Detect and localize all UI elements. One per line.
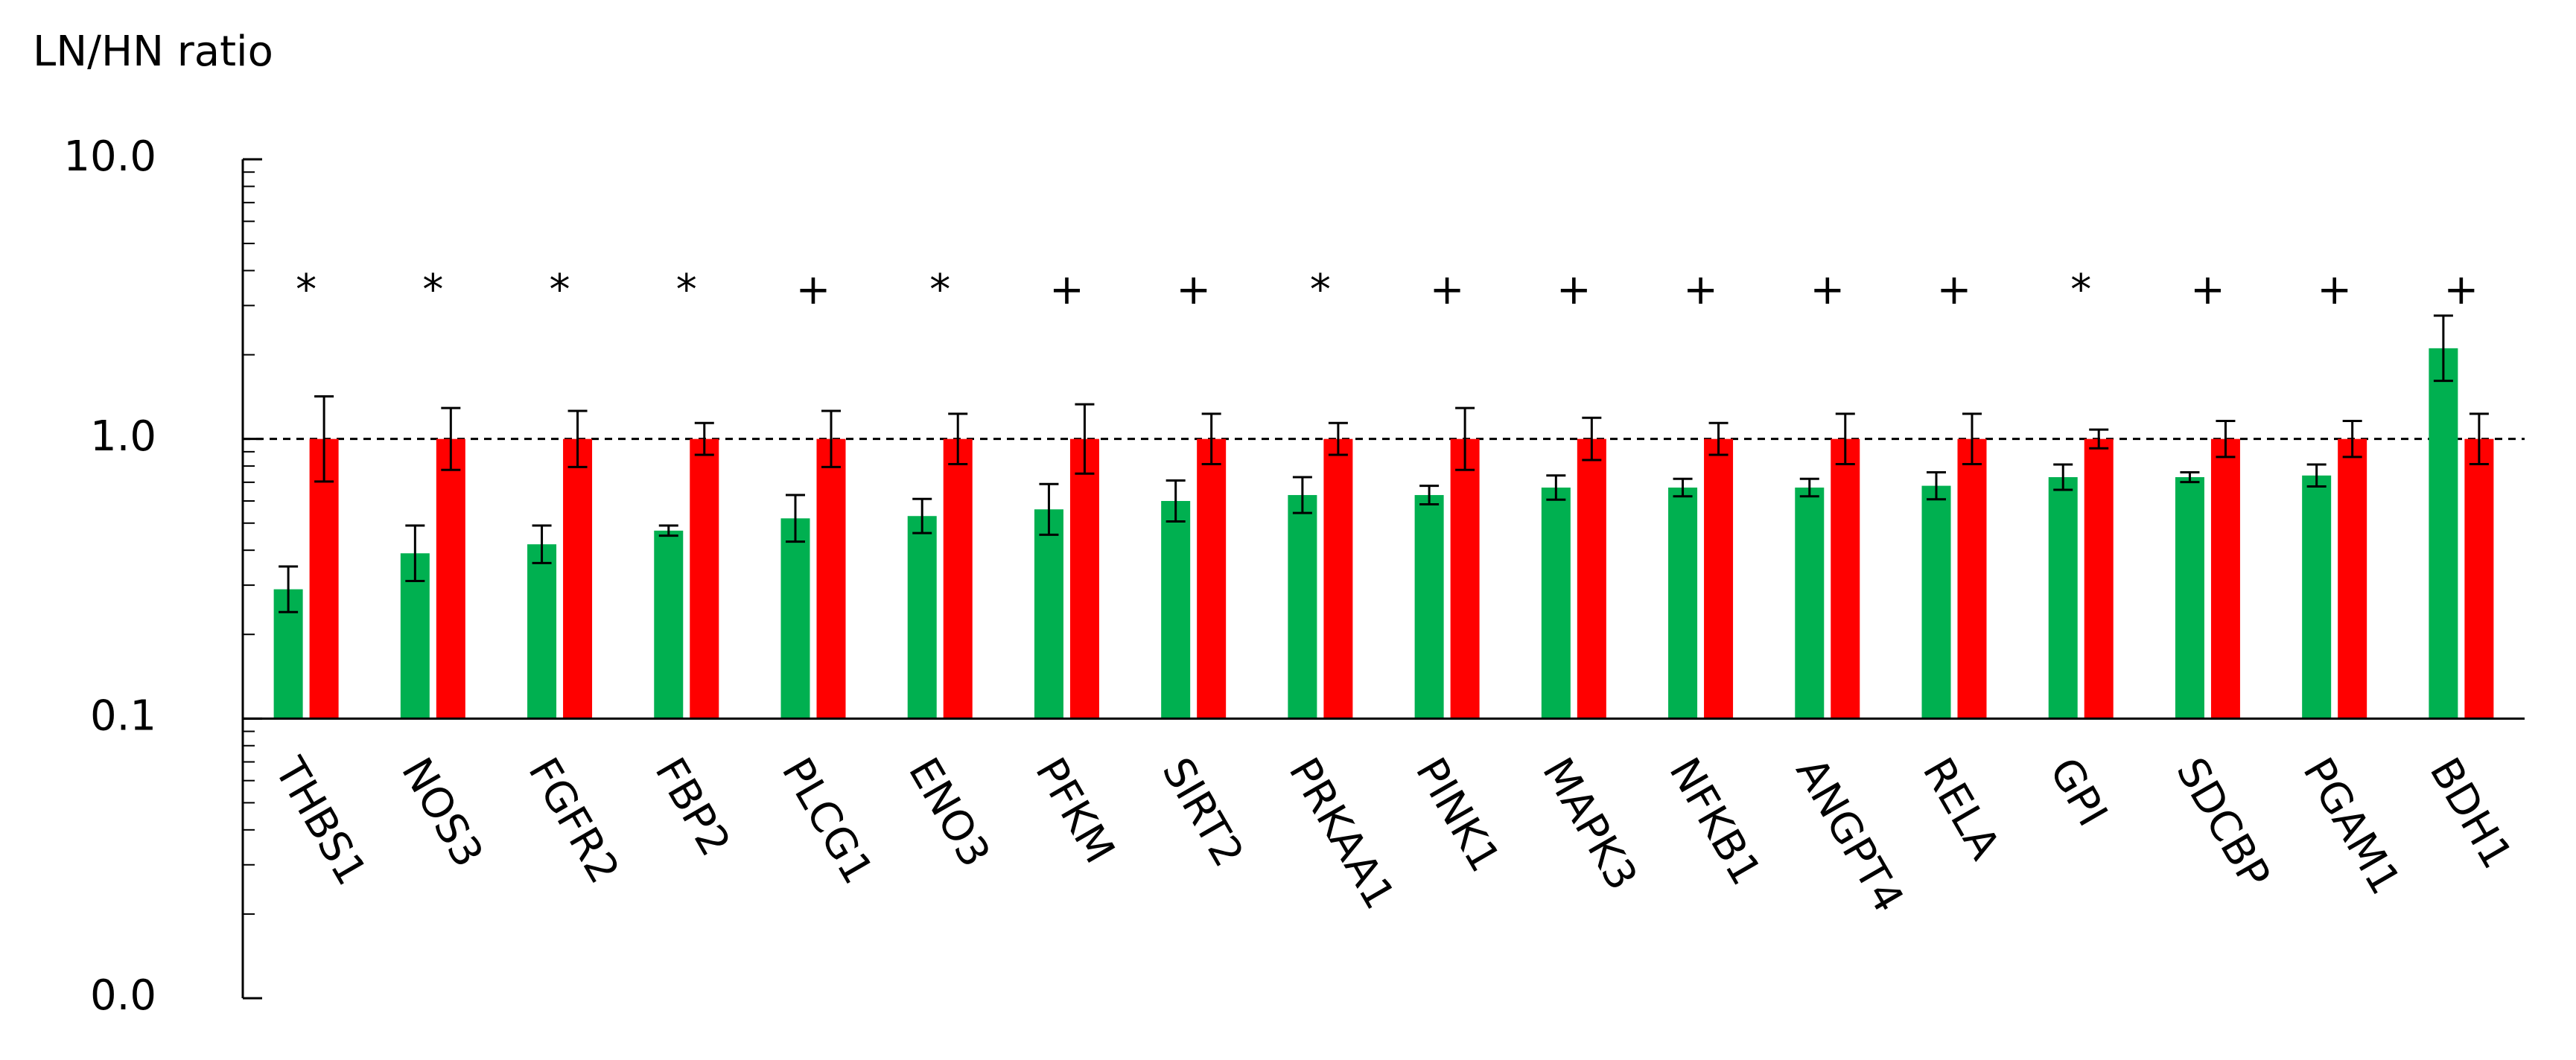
bar bbox=[654, 530, 684, 719]
bar bbox=[1414, 495, 1444, 719]
x-tick-label: RELA bbox=[1913, 750, 2009, 867]
significance-marker: * bbox=[676, 266, 697, 314]
x-tick-label: PGAM1 bbox=[2293, 750, 2409, 902]
bar bbox=[1704, 438, 1734, 719]
bar bbox=[1831, 438, 1860, 719]
x-tick-label: ENO3 bbox=[899, 750, 999, 875]
significance-marker: + bbox=[2190, 266, 2225, 314]
x-tick-label: FBP2 bbox=[646, 750, 740, 864]
bar bbox=[2210, 438, 2240, 719]
significance-marker: * bbox=[550, 266, 570, 314]
x-tick-label: PRKAA1 bbox=[1279, 750, 1404, 917]
bar bbox=[1541, 488, 1571, 719]
bar bbox=[943, 438, 973, 719]
significance-marker: + bbox=[1556, 266, 1591, 314]
x-tick-label: SIRT2 bbox=[1152, 750, 1253, 875]
bar bbox=[2429, 348, 2458, 719]
bar bbox=[780, 518, 810, 719]
significance-marker: + bbox=[1683, 266, 1718, 314]
y-tick-label: 0.1 bbox=[90, 692, 156, 740]
significance-marker: + bbox=[1810, 266, 1845, 314]
bar bbox=[816, 438, 846, 719]
bar bbox=[1161, 501, 1191, 719]
x-tick-label: THBS1 bbox=[264, 750, 375, 894]
significance-marker: * bbox=[296, 266, 317, 314]
bar bbox=[1795, 488, 1825, 719]
significance-marker: * bbox=[929, 266, 950, 314]
bar bbox=[2048, 477, 2078, 719]
bar bbox=[527, 544, 557, 719]
bar bbox=[1034, 509, 1063, 719]
bar bbox=[1197, 438, 1227, 719]
x-tick-label: ANGPT4 bbox=[1787, 750, 1913, 920]
significance-marker: + bbox=[2443, 266, 2478, 314]
bar bbox=[1577, 438, 1606, 719]
bar bbox=[2302, 475, 2332, 719]
bar bbox=[309, 438, 339, 719]
bar bbox=[907, 516, 937, 719]
bar bbox=[1323, 438, 1353, 719]
y-axis-label: LN/HN ratio bbox=[33, 28, 273, 76]
x-tick-label: PLCG1 bbox=[772, 750, 882, 892]
significance-marker: * bbox=[2070, 266, 2091, 314]
bar bbox=[2464, 438, 2494, 719]
x-tick-label: NOS3 bbox=[392, 750, 492, 875]
significance-marker: + bbox=[2317, 266, 2352, 314]
bar bbox=[2084, 438, 2114, 719]
y-tick-label: 10.0 bbox=[63, 132, 156, 181]
bar bbox=[1921, 485, 1951, 719]
significance-marker: + bbox=[796, 266, 831, 314]
bar bbox=[2338, 438, 2367, 719]
bar bbox=[436, 438, 465, 719]
x-tick-label: BDH1 bbox=[2420, 750, 2522, 876]
significance-marker: + bbox=[1049, 266, 1084, 314]
y-tick-label: 1.0 bbox=[90, 412, 156, 461]
significance-marker: + bbox=[1430, 266, 1465, 314]
significance-marker: * bbox=[1310, 266, 1331, 314]
significance-marker: + bbox=[1937, 266, 1972, 314]
y-tick-label: 0.0 bbox=[90, 971, 156, 1020]
x-tick-label: NFKB1 bbox=[1659, 750, 1770, 893]
bar bbox=[563, 438, 593, 719]
x-tick-label: FGFR2 bbox=[518, 750, 628, 891]
bar bbox=[1957, 438, 1987, 719]
bar bbox=[1450, 438, 1480, 719]
bar bbox=[690, 438, 719, 719]
bar bbox=[1288, 495, 1317, 719]
bar bbox=[1069, 438, 1099, 719]
significance-marker: + bbox=[1176, 266, 1211, 314]
bar bbox=[2175, 477, 2204, 719]
x-tick-label: GPI bbox=[2040, 750, 2117, 834]
x-tick-label: MAPK3 bbox=[1533, 750, 1647, 898]
significance-marker: * bbox=[422, 266, 443, 314]
x-tick-label: SDCBP bbox=[2166, 750, 2279, 896]
bar bbox=[1668, 488, 1698, 719]
x-tick-label: PINK1 bbox=[1406, 750, 1510, 880]
x-tick-label: PFKM bbox=[1025, 750, 1124, 871]
